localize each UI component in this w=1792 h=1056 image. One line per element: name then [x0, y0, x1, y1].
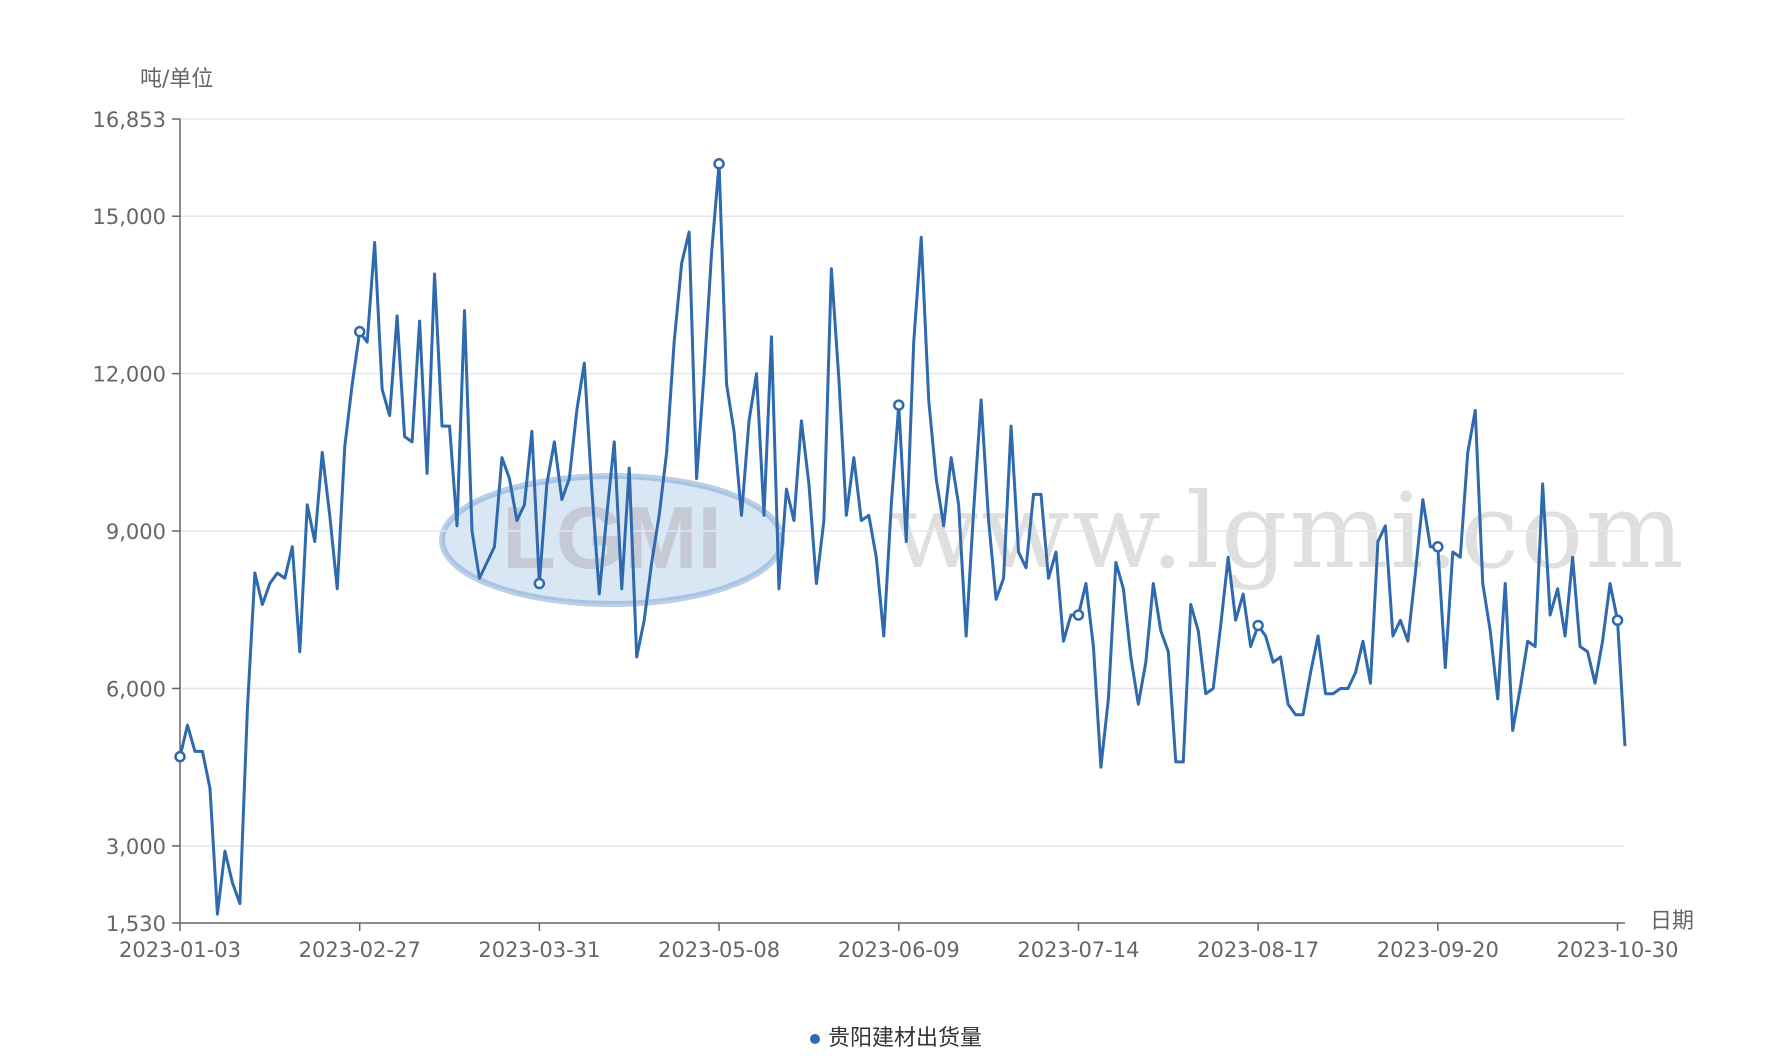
data-point-marker[interactable]	[1611, 614, 1624, 626]
data-point-marker[interactable]	[893, 399, 905, 411]
y-tick-label: 12,000	[93, 363, 166, 387]
y-tick-label: 16,853	[93, 108, 166, 132]
data-point-marker[interactable]	[533, 577, 546, 590]
series-line[interactable]	[178, 162, 1627, 916]
data-point-marker[interactable]	[1252, 619, 1264, 632]
y-axis-title: 吨/单位	[140, 67, 213, 92]
x-tick-label: 2023-01-03	[119, 938, 241, 962]
series-line-layer	[178, 162, 1627, 916]
x-tick-label: 2023-05-08	[658, 938, 780, 962]
data-point-marker[interactable]	[174, 750, 186, 763]
x-tick-label: 2023-07-14	[1017, 938, 1139, 962]
data-point-marker[interactable]	[713, 158, 725, 170]
x-axis-title: 日期	[1650, 909, 1694, 934]
legend-marker	[809, 1034, 820, 1044]
legend[interactable]: 贵阳建材出货量	[0, 1020, 1792, 1052]
data-point-marker[interactable]	[1072, 609, 1085, 621]
legend-label: 贵阳建材出货量	[827, 1026, 982, 1051]
series-markers	[174, 158, 1624, 763]
y-tick-label: 3,000	[106, 835, 166, 859]
x-tick-label: 2023-06-09	[838, 938, 960, 962]
gridlines	[180, 118, 1625, 847]
data-point-marker[interactable]	[1432, 541, 1444, 553]
y-tick-label: 15,000	[93, 205, 166, 229]
y-tick-label: 6,000	[106, 677, 166, 701]
data-point-marker[interactable]	[353, 325, 366, 338]
x-tick-label: 2023-09-20	[1377, 938, 1499, 962]
axes: 1,530 3,000 6,000 9,000 12,000 15,000 16,853 20…	[93, 108, 1679, 962]
x-tick-label: 2023-10-30	[1556, 938, 1678, 962]
y-tick-label: 9,000	[106, 520, 166, 544]
x-tick-label: 2023-08-17	[1197, 938, 1319, 962]
x-tick-label: 2023-03-31	[478, 938, 600, 962]
y-tick-label: 1,530	[106, 912, 166, 936]
x-tick-label: 2023-02-27	[299, 938, 421, 962]
